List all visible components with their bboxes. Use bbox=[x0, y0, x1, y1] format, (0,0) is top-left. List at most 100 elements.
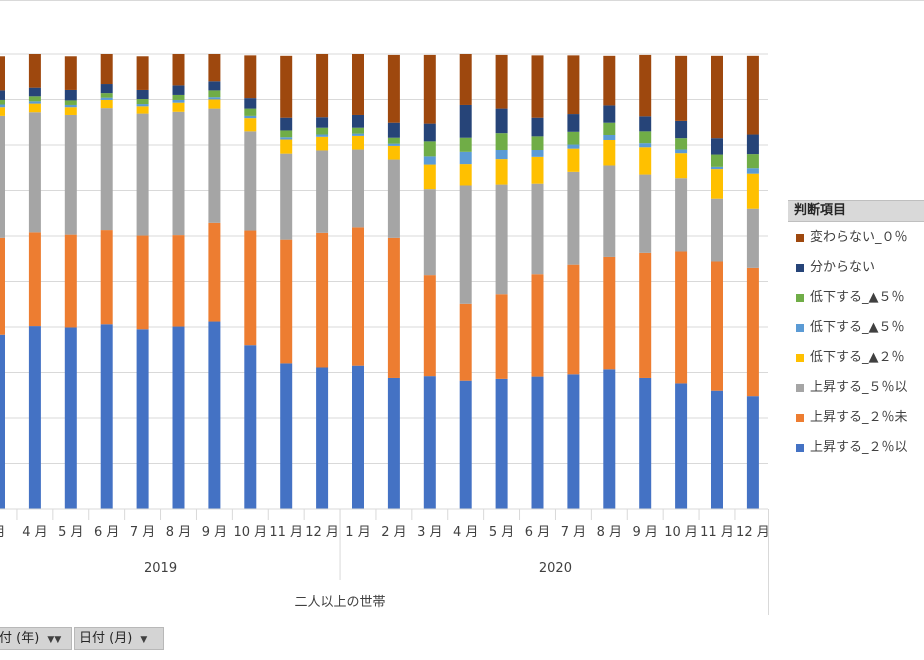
bar-segment[interactable] bbox=[352, 133, 364, 136]
bar-segment[interactable] bbox=[0, 334, 5, 509]
bar-segment[interactable] bbox=[64, 104, 77, 108]
bar-segment[interactable] bbox=[100, 99, 113, 109]
bar-segment[interactable] bbox=[711, 169, 723, 199]
bar-segment[interactable] bbox=[639, 377, 652, 509]
bar-segment[interactable] bbox=[639, 252, 652, 378]
bar-segment[interactable] bbox=[316, 136, 329, 151]
bar-segment[interactable] bbox=[603, 369, 616, 509]
bar-segment[interactable] bbox=[675, 178, 688, 252]
bar-segment[interactable] bbox=[495, 133, 508, 151]
bar-segment[interactable] bbox=[244, 108, 257, 116]
bar-segment[interactable] bbox=[280, 239, 293, 364]
bar-segment[interactable] bbox=[746, 173, 759, 209]
bar-segment[interactable] bbox=[746, 396, 759, 509]
legend-item[interactable]: 低下する_▲５％ bbox=[796, 320, 905, 336]
bar-segment[interactable] bbox=[387, 237, 400, 378]
year-field-button[interactable]: 付 (年) ▼▼ bbox=[0, 627, 72, 650]
bar-segment[interactable] bbox=[352, 135, 364, 150]
bar-segment[interactable] bbox=[711, 154, 723, 167]
bar-segment[interactable] bbox=[208, 90, 221, 98]
bar-segment[interactable] bbox=[531, 55, 544, 118]
bar-segment[interactable] bbox=[100, 97, 113, 100]
bar-segment[interactable] bbox=[459, 380, 472, 509]
bar-segment[interactable] bbox=[711, 198, 723, 262]
bar-segment[interactable] bbox=[603, 256, 616, 370]
bar-segment[interactable] bbox=[387, 54, 400, 123]
bar-segment[interactable] bbox=[567, 131, 580, 145]
bar-segment[interactable] bbox=[280, 139, 293, 154]
bar-segment[interactable] bbox=[208, 321, 221, 509]
bar-segment[interactable] bbox=[244, 98, 257, 109]
bar-segment[interactable] bbox=[423, 156, 436, 165]
bar-segment[interactable] bbox=[280, 137, 293, 140]
bar-segment[interactable] bbox=[531, 156, 544, 184]
bar-segment[interactable] bbox=[28, 326, 41, 509]
bar-segment[interactable] bbox=[0, 115, 5, 238]
bar-segment[interactable] bbox=[100, 93, 113, 98]
bar-segment[interactable] bbox=[711, 55, 723, 139]
bar-segment[interactable] bbox=[387, 145, 400, 160]
bar-segment[interactable] bbox=[567, 171, 580, 265]
bar-segment[interactable] bbox=[675, 55, 688, 121]
bar-segment[interactable] bbox=[387, 143, 400, 146]
bar-segment[interactable] bbox=[387, 122, 400, 138]
bar-segment[interactable] bbox=[459, 185, 472, 304]
bar-segment[interactable] bbox=[495, 184, 508, 295]
bar-segment[interactable] bbox=[100, 108, 113, 231]
bar-segment[interactable] bbox=[172, 85, 185, 95]
bar-segment[interactable] bbox=[100, 230, 113, 325]
bar-segment[interactable] bbox=[316, 127, 329, 135]
bar-segment[interactable] bbox=[208, 97, 221, 100]
bar-segment[interactable] bbox=[459, 54, 472, 105]
bar-segment[interactable] bbox=[136, 235, 149, 330]
bar-segment[interactable] bbox=[64, 234, 77, 328]
bar-segment[interactable] bbox=[746, 154, 759, 169]
bar-segment[interactable] bbox=[136, 329, 149, 509]
bar-segment[interactable] bbox=[711, 138, 723, 155]
bar-segment[interactable] bbox=[316, 232, 329, 368]
bar-segment[interactable] bbox=[603, 105, 616, 123]
bar-segment[interactable] bbox=[675, 153, 688, 179]
bar-segment[interactable] bbox=[352, 54, 364, 115]
bar-segment[interactable] bbox=[711, 261, 723, 391]
bar-segment[interactable] bbox=[280, 363, 293, 509]
bar-segment[interactable] bbox=[352, 114, 364, 128]
bar-segment[interactable] bbox=[567, 144, 580, 149]
bar-segment[interactable] bbox=[495, 150, 508, 160]
bar-segment[interactable] bbox=[64, 327, 77, 509]
legend-item[interactable]: 分からない bbox=[796, 260, 875, 276]
bar-segment[interactable] bbox=[567, 374, 580, 509]
bar-segment[interactable] bbox=[172, 326, 185, 509]
bar-segment[interactable] bbox=[0, 107, 5, 116]
bar-segment[interactable] bbox=[28, 101, 41, 104]
bar-segment[interactable] bbox=[603, 55, 616, 106]
bar-segment[interactable] bbox=[567, 148, 580, 172]
bar-segment[interactable] bbox=[244, 55, 257, 99]
bar-segment[interactable] bbox=[244, 131, 257, 231]
bar-segment[interactable] bbox=[208, 222, 221, 322]
bar-segment[interactable] bbox=[639, 143, 652, 148]
bar-segment[interactable] bbox=[603, 165, 616, 257]
bar-segment[interactable] bbox=[316, 150, 329, 233]
bar-segment[interactable] bbox=[603, 122, 616, 135]
bar-segment[interactable] bbox=[746, 55, 759, 135]
bar-segment[interactable] bbox=[531, 274, 544, 377]
bar-segment[interactable] bbox=[316, 54, 329, 118]
bar-segment[interactable] bbox=[387, 137, 400, 144]
bar-segment[interactable] bbox=[352, 227, 364, 366]
bar-segment[interactable] bbox=[675, 251, 688, 384]
bar-segment[interactable] bbox=[28, 103, 41, 113]
bar-segment[interactable] bbox=[316, 367, 329, 509]
bar-segment[interactable] bbox=[423, 123, 436, 142]
bar-segment[interactable] bbox=[28, 54, 41, 88]
bar-segment[interactable] bbox=[423, 275, 436, 377]
bar-segment[interactable] bbox=[459, 104, 472, 138]
bar-segment[interactable] bbox=[172, 54, 185, 86]
bar-segment[interactable] bbox=[423, 189, 436, 276]
bar-segment[interactable] bbox=[28, 87, 41, 97]
bar-segment[interactable] bbox=[136, 113, 149, 236]
bar-segment[interactable] bbox=[316, 117, 329, 128]
bar-segment[interactable] bbox=[459, 151, 472, 165]
bar-segment[interactable] bbox=[459, 303, 472, 381]
bar-segment[interactable] bbox=[0, 56, 5, 91]
